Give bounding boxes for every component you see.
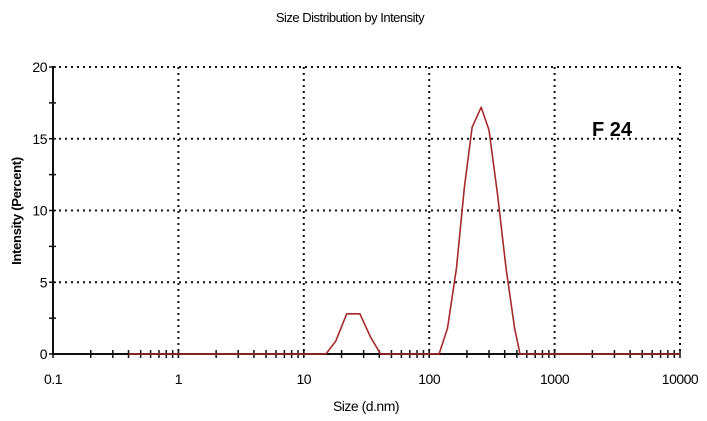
x-tick-label: 1000 [540, 371, 570, 387]
y-tick-label: 0 [40, 346, 48, 362]
y-tick-labels: 0 5 10 15 20 [32, 59, 48, 362]
x-tick-label: 10 [297, 371, 312, 387]
axes [49, 66, 681, 358]
grid-lines [53, 66, 681, 354]
chart-title: Size Distribution by Intensity [276, 10, 425, 25]
x-tick-labels: 0.1 1 10 100 1000 10000 [44, 371, 699, 387]
x-tick-label: 0.1 [44, 371, 63, 387]
x-axis-label: Size (d.nm) [333, 398, 399, 414]
y-axis-label: Intensity (Percent) [9, 157, 24, 265]
y-tick-label: 20 [32, 59, 47, 75]
x-tick-label: 10000 [662, 371, 699, 387]
sample-annotation: F 24 [592, 119, 633, 141]
y-tick-label: 10 [32, 203, 47, 219]
x-tick-label: 100 [418, 371, 441, 387]
y-tick-label: 5 [40, 274, 48, 290]
y-tick-label: 15 [32, 131, 47, 147]
x-tick-label: 1 [175, 371, 183, 387]
intensity-series-line [128, 106, 680, 355]
